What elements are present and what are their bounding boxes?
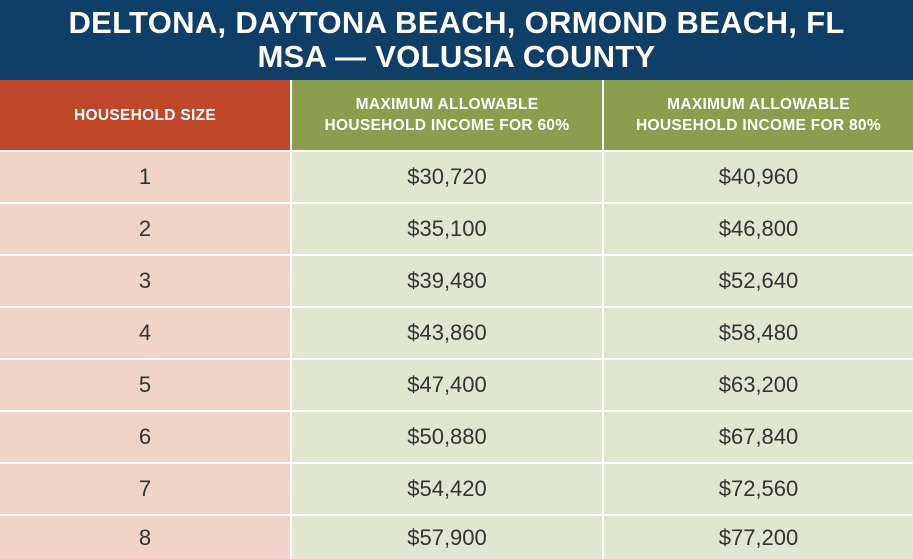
household-size-cell: 1 [0, 152, 290, 202]
max-income-60-cell: $43,860 [292, 308, 602, 358]
household-size-cell: 8 [0, 516, 290, 559]
household-size-cell: 5 [0, 360, 290, 410]
income-table: HOUSEHOLD SIZE MAXIMUM ALLOWABLE HOUSEHO… [0, 80, 913, 559]
table-row: 4 $43,860 $58,480 [0, 308, 913, 358]
title-banner: DELTONA, DAYTONA BEACH, ORMOND BEACH, FL… [0, 0, 913, 80]
max-income-80-cell: $46,800 [604, 204, 913, 254]
header-max-income-60-line-2: HOUSEHOLD INCOME FOR 60% [324, 117, 570, 134]
table-row: 3 $39,480 $52,640 [0, 256, 913, 306]
header-max-income-60-line-1: MAXIMUM ALLOWABLE [355, 96, 539, 113]
table-row: 1 $30,720 $40,960 [0, 152, 913, 202]
max-income-80-cell: $58,480 [604, 308, 913, 358]
header-max-income-60: MAXIMUM ALLOWABLE HOUSEHOLD INCOME FOR 6… [292, 80, 602, 150]
max-income-60-cell: $54,420 [292, 464, 602, 514]
max-income-80-cell: $52,640 [604, 256, 913, 306]
max-income-80-cell: $72,560 [604, 464, 913, 514]
table-row: 6 $50,880 $67,840 [0, 412, 913, 462]
header-household-size-label: HOUSEHOLD SIZE [74, 106, 216, 124]
household-size-cell: 2 [0, 204, 290, 254]
title-line-2: MSA — VOLUSIA COUNTY [257, 39, 656, 74]
table-row: 2 $35,100 $46,800 [0, 204, 913, 254]
max-income-80-cell: $63,200 [604, 360, 913, 410]
table-header-row: HOUSEHOLD SIZE MAXIMUM ALLOWABLE HOUSEHO… [0, 80, 913, 150]
max-income-80-cell: $77,200 [604, 516, 913, 559]
max-income-60-cell: $57,900 [292, 516, 602, 559]
max-income-60-cell: $30,720 [292, 152, 602, 202]
max-income-80-cell: $67,840 [604, 412, 913, 462]
max-income-80-cell: $40,960 [604, 152, 913, 202]
household-size-cell: 7 [0, 464, 290, 514]
household-size-cell: 4 [0, 308, 290, 358]
table-row: 8 $57,900 $77,200 [0, 516, 913, 559]
header-max-income-80-line-2: HOUSEHOLD INCOME FOR 80% [636, 117, 881, 134]
max-income-60-cell: $39,480 [292, 256, 602, 306]
household-size-cell: 6 [0, 412, 290, 462]
max-income-60-cell: $50,880 [292, 412, 602, 462]
table-row: 7 $54,420 $72,560 [0, 464, 913, 514]
header-max-income-80: MAXIMUM ALLOWABLE HOUSEHOLD INCOME FOR 8… [604, 80, 913, 150]
max-income-60-cell: $47,400 [292, 360, 602, 410]
header-household-size: HOUSEHOLD SIZE [0, 80, 290, 150]
max-income-60-cell: $35,100 [292, 204, 602, 254]
table-row: 5 $47,400 $63,200 [0, 360, 913, 410]
header-max-income-80-line-1: MAXIMUM ALLOWABLE [667, 96, 850, 113]
household-size-cell: 3 [0, 256, 290, 306]
title-line-1: DELTONA, DAYTONA BEACH, ORMOND BEACH, FL [68, 5, 845, 40]
